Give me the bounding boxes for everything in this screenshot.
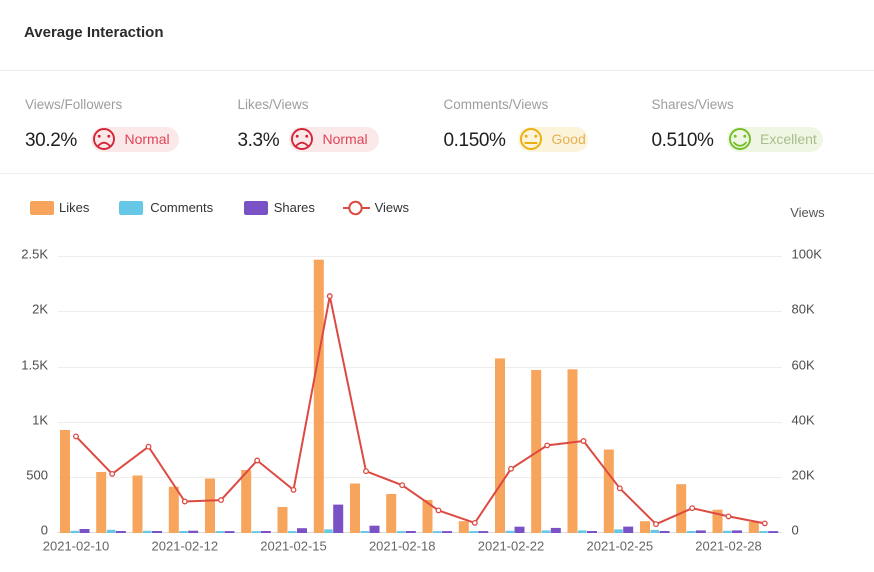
svg-text:2021-02-28: 2021-02-28 (695, 539, 762, 554)
svg-text:2.5K: 2.5K (21, 247, 48, 262)
svg-text:0: 0 (41, 523, 48, 538)
svg-text:1K: 1K (32, 413, 48, 428)
svg-text:20K: 20K (792, 468, 815, 483)
svg-text:60K: 60K (792, 358, 815, 373)
svg-text:2021-02-12: 2021-02-12 (152, 539, 219, 554)
svg-text:2021-02-22: 2021-02-22 (478, 539, 545, 554)
svg-text:2021-02-18: 2021-02-18 (369, 539, 436, 554)
svg-text:0: 0 (792, 523, 799, 538)
svg-text:1.5K: 1.5K (21, 358, 48, 373)
svg-text:2021-02-15: 2021-02-15 (260, 539, 327, 554)
svg-text:2021-02-25: 2021-02-25 (587, 539, 654, 554)
svg-text:500: 500 (26, 468, 48, 483)
svg-text:2021-02-10: 2021-02-10 (43, 539, 110, 554)
svg-text:40K: 40K (792, 413, 815, 428)
svg-text:100K: 100K (792, 247, 823, 262)
svg-text:2K: 2K (32, 302, 48, 317)
svg-text:80K: 80K (792, 302, 815, 317)
